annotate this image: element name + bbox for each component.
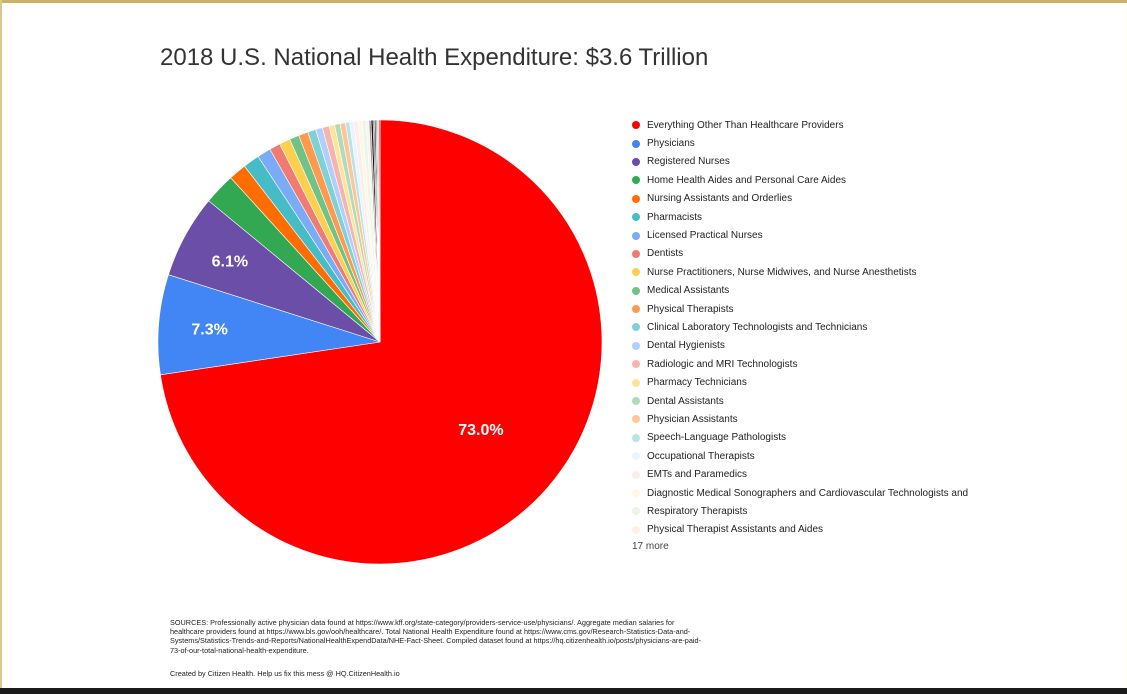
legend-label: EMTs and Paramedics	[647, 469, 748, 481]
slice-value-label-1: 7.3%	[191, 321, 227, 338]
legend-item: Physicians	[632, 134, 968, 152]
slice-value-label-2: 6.1%	[212, 253, 248, 270]
legend-label: Registered Nurses	[647, 156, 730, 168]
frame-top-border	[0, 0, 1127, 3]
legend-label: Dental Hygienists	[647, 340, 725, 352]
legend-label: Physical Therapist Assistants and Aides	[647, 524, 824, 536]
legend-label: Physician Assistants	[647, 413, 738, 425]
legend-swatch	[632, 139, 640, 148]
pie-chart: 73.0% 7.3% 6.1%	[157, 119, 603, 565]
legend-swatch	[632, 194, 640, 203]
legend-item: Everything Other Than Healthcare Provide…	[632, 116, 968, 134]
legend-swatch	[632, 323, 640, 332]
legend-item: Physical Therapist Assistants and Aides	[632, 521, 968, 539]
legend-swatch	[632, 157, 640, 166]
legend-swatch	[632, 176, 640, 185]
legend-item: Pharmacy Technicians	[632, 373, 968, 391]
legend-label: Home Health Aides and Personal Care Aide…	[647, 174, 847, 186]
legend-swatch	[632, 360, 640, 369]
legend-swatch	[632, 452, 640, 461]
legend-label: Dentists	[647, 248, 684, 260]
legend-label: Pharmacy Technicians	[647, 377, 747, 389]
chart-title: 2018 U.S. National Health Expenditure: $…	[160, 44, 709, 71]
pie-slice-1	[157, 274, 381, 376]
legend-item: Radiologic and MRI Technologists	[632, 355, 968, 373]
legend-item: Physical Therapists	[632, 300, 968, 318]
legend-more-link[interactable]: 17 more	[632, 540, 669, 552]
legend-item: Diagnostic Medical Sonographers and Card…	[632, 484, 968, 502]
legend-swatch	[632, 470, 640, 479]
legend-swatch	[632, 378, 640, 387]
legend-item: Registered Nurses	[632, 153, 968, 171]
pie-slice-29	[378, 119, 381, 343]
legend-swatch	[632, 231, 640, 240]
legend-item: Dental Hygienists	[632, 337, 968, 355]
legend-item: Respiratory Therapists	[632, 502, 968, 520]
legend-label: Medical Assistants	[647, 285, 730, 297]
sources-note: SOURCES: Professionally active physician…	[170, 618, 702, 655]
legend-label: Nurse Practitioners, Nurse Midwives, and…	[647, 266, 917, 278]
legend-label: Radiologic and MRI Technologists	[647, 358, 798, 370]
legend-item: Physician Assistants	[632, 410, 968, 428]
legend-item: Speech-Language Pathologists	[632, 429, 968, 447]
legend-label: Speech-Language Pathologists	[647, 432, 786, 444]
legend-swatch	[632, 213, 640, 222]
legend-label: Everything Other Than Healthcare Provide…	[647, 119, 844, 131]
frame-left-border	[0, 0, 2, 694]
legend-item: Nursing Assistants and Orderlies	[632, 190, 968, 208]
legend-label: Occupational Therapists	[647, 450, 755, 462]
legend-swatch	[632, 249, 640, 258]
legend-label: Dental Assistants	[647, 395, 724, 407]
legend-swatch	[632, 121, 640, 130]
frame-bottom-border	[0, 688, 1127, 694]
legend-label: Diagnostic Medical Sonographers and Card…	[647, 487, 969, 499]
legend-item: Clinical Laboratory Technologists and Te…	[632, 318, 968, 336]
legend-swatch	[632, 433, 640, 442]
legend-label: Physical Therapists	[647, 303, 734, 315]
legend-label: Licensed Practical Nurses	[647, 230, 763, 242]
legend-item: Occupational Therapists	[632, 447, 968, 465]
legend-item: Licensed Practical Nurses	[632, 226, 968, 244]
legend-label: Physicians	[647, 138, 695, 150]
slice-value-label-0: 73.0%	[458, 422, 503, 439]
legend-label: Respiratory Therapists	[647, 505, 748, 517]
legend-item: Home Health Aides and Personal Care Aide…	[632, 171, 968, 189]
legend-swatch	[632, 305, 640, 314]
legend-item: Dentists	[632, 245, 968, 263]
legend-label: Pharmacists	[647, 211, 703, 223]
legend-label: Clinical Laboratory Technologists and Te…	[647, 321, 868, 333]
legend-label: Nursing Assistants and Orderlies	[647, 193, 793, 205]
legend-swatch	[632, 415, 640, 424]
legend-swatch	[632, 341, 640, 350]
legend-item: EMTs and Paramedics	[632, 465, 968, 483]
legend-item: Pharmacists	[632, 208, 968, 226]
legend-swatch	[632, 268, 640, 277]
chart-legend: Everything Other Than Healthcare Provide…	[632, 116, 968, 552]
credit-note: Created by Citizen Health. Help us fix t…	[170, 669, 400, 678]
legend-swatch	[632, 525, 640, 534]
legend-item: Nurse Practitioners, Nurse Midwives, and…	[632, 263, 968, 281]
legend-item: Dental Assistants	[632, 392, 968, 410]
legend-swatch	[632, 489, 640, 497]
legend-swatch	[632, 507, 640, 516]
legend-swatch	[632, 397, 640, 406]
legend-swatch	[632, 286, 640, 295]
legend-item: Medical Assistants	[632, 282, 968, 300]
pie-slice-0	[160, 119, 603, 565]
